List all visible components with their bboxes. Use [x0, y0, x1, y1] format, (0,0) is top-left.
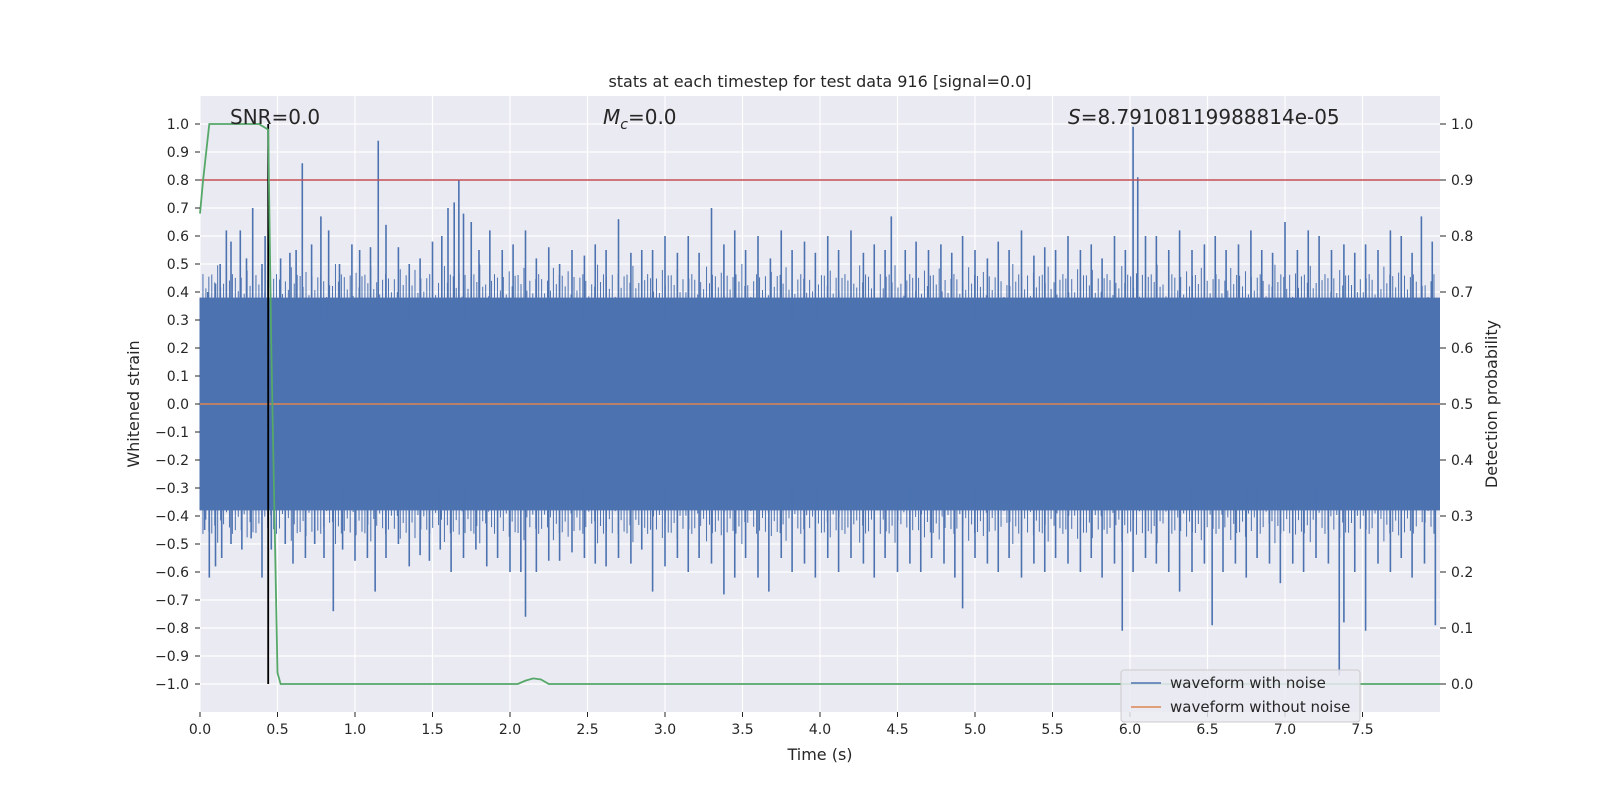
- legend: waveform with noise waveform without noi…: [1120, 669, 1361, 723]
- chirp-mass-symbol: M: [603, 105, 620, 129]
- s-symbol: S: [1068, 105, 1081, 129]
- y-tick-label: −0.7: [155, 593, 189, 609]
- chirp-mass-subscript: c: [620, 117, 628, 133]
- chirp-mass-value: =0.0: [628, 105, 677, 129]
- s-annotation: S=8.79108119988814e-05: [1068, 105, 1340, 129]
- series-detection-probability: [199, 123, 1440, 685]
- y-tick-label: 0.8: [167, 173, 189, 189]
- x-axis-label: Time (s): [786, 745, 852, 764]
- y-tick-label: 1.0: [167, 117, 189, 133]
- y-axis-label-right: Detection probability: [1482, 320, 1501, 488]
- x-tick-label: 7.5: [1351, 722, 1373, 738]
- y-tick-label: 0.6: [167, 229, 189, 245]
- legend-label-clean: waveform without noise: [1170, 698, 1350, 716]
- y-tick-label: 0.9: [167, 145, 189, 161]
- x-axis-ticks: 0.0 0.5 1.0 1.5 2.0 2.5 3.0 3.5 4.0 4.5 5.0 5.5 6.0 6…: [189, 712, 1374, 738]
- y-tick-label: −0.2: [155, 453, 189, 469]
- x-tick-label: 7.0: [1274, 722, 1296, 738]
- y-tick-label: −0.5: [155, 537, 189, 553]
- y-tick-label: −0.1: [155, 425, 189, 441]
- y-tick-label: 0.1: [167, 369, 189, 385]
- chirp-mass-annotation: Mc=0.0: [603, 105, 677, 133]
- y-tick-label: −0.6: [155, 565, 189, 581]
- x-tick-label: 0.0: [189, 722, 211, 738]
- y-tick-label: 0.3: [167, 313, 189, 329]
- y-tick-label: −0.3: [155, 481, 189, 497]
- y-right-tick-label: 0.4: [1451, 453, 1473, 469]
- y-right-tick-label: 1.0: [1451, 117, 1473, 133]
- y-tick-label: −0.9: [155, 649, 189, 665]
- x-tick-label: 3.0: [654, 722, 676, 738]
- y-tick-label: −1.0: [155, 677, 189, 693]
- y-right-tick-label: 0.6: [1451, 341, 1473, 357]
- y-right-tick-label: 0.5: [1451, 397, 1473, 413]
- y-right-tick-label: 0.1: [1451, 621, 1473, 637]
- s-value: =8.79108119988814e-05: [1081, 105, 1340, 129]
- series-overlays: [199, 123, 1440, 685]
- x-tick-label: 2.5: [576, 722, 598, 738]
- y-axis-ticks-left: 1.0 0.9 0.8 0.7 0.6 0.5 0.4 0.3 0.2 0.1 0.0 −0.1 −0.…: [155, 117, 200, 693]
- y-tick-label: 0.0: [167, 397, 189, 413]
- x-tick-label: 1.5: [421, 722, 443, 738]
- y-tick-label: 0.7: [167, 201, 189, 217]
- y-right-tick-label: 0.8: [1451, 229, 1473, 245]
- y-tick-label: −0.4: [155, 509, 189, 525]
- x-tick-label: 0.5: [266, 722, 288, 738]
- y-right-tick-label: 0.9: [1451, 173, 1473, 189]
- y-right-tick-label: 0.7: [1451, 285, 1473, 301]
- y-tick-label: 0.4: [167, 285, 189, 301]
- legend-frame: [1120, 669, 1361, 723]
- x-tick-label: 2.0: [499, 722, 521, 738]
- y-tick-label: 0.5: [167, 257, 189, 273]
- y-right-tick-label: 0.3: [1451, 509, 1473, 525]
- y-axis-ticks-right: 1.0 0.9 0.8 0.7 0.6 0.5 0.4 0.3 0.2 0.1 0.0: [1440, 117, 1473, 693]
- x-tick-label: 6.5: [1196, 722, 1218, 738]
- x-tick-label: 4.0: [809, 722, 831, 738]
- x-tick-label: 5.0: [964, 722, 986, 738]
- x-tick-label: 3.5: [731, 722, 753, 738]
- y-right-tick-label: 0.2: [1451, 565, 1473, 581]
- snr-annotation: SNR=0.0: [230, 105, 320, 129]
- x-tick-label: 5.5: [1041, 722, 1063, 738]
- legend-label-noise: waveform with noise: [1170, 674, 1326, 692]
- y-right-tick-label: 0.0: [1451, 677, 1473, 693]
- x-tick-label: 1.0: [344, 722, 366, 738]
- x-tick-label: 4.5: [886, 722, 908, 738]
- x-tick-label: 6.0: [1119, 722, 1141, 738]
- y-tick-label: −0.8: [155, 621, 189, 637]
- y-axis-label-left: Whitened strain: [124, 340, 143, 467]
- plot-area: [199, 96, 1440, 712]
- chart-title: stats at each timestep for test data 916…: [608, 72, 1031, 91]
- y-tick-label: 0.2: [167, 341, 189, 357]
